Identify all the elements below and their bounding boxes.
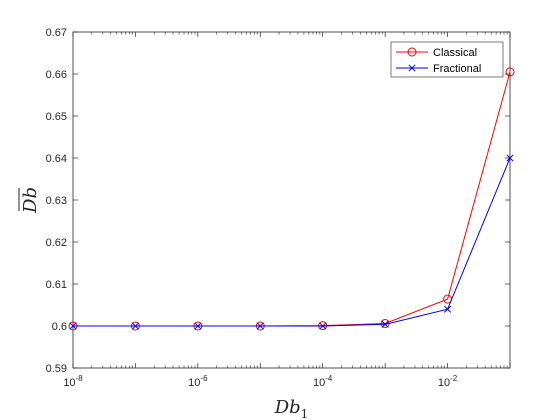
x-tick-base: 10 <box>63 377 75 389</box>
y-tick-label: 0.59 <box>46 363 67 375</box>
data-point <box>131 322 139 330</box>
data-point <box>444 305 452 313</box>
y-tick-label: 0.67 <box>46 27 67 39</box>
x-axis-title-main: Db <box>274 397 301 418</box>
x-axis-title-subscript: 1 <box>301 407 309 420</box>
series-fractional <box>69 154 514 330</box>
y-tick-label: 0.61 <box>46 279 67 291</box>
y-tick-label: 0.62 <box>46 237 67 249</box>
data-point <box>319 322 327 330</box>
y-tick-label: 0.6 <box>52 321 67 333</box>
x-tick-label: 10-8 <box>63 374 83 389</box>
legend-item: Fractional <box>396 63 481 75</box>
x-tick-label: 10-6 <box>188 374 208 389</box>
legend-box <box>390 41 504 78</box>
legend-label: Fractional <box>433 63 481 75</box>
data-point <box>506 154 514 162</box>
y-tick-label: 0.64 <box>46 153 67 165</box>
x-tick-base: 10 <box>188 377 200 389</box>
x-tick-label: 10-4 <box>313 374 333 389</box>
data-point <box>256 322 264 330</box>
legend: Classical Fractional <box>390 41 504 78</box>
data-point <box>381 320 389 328</box>
data-point <box>194 322 202 330</box>
y-axis-title-text: Db <box>20 187 41 214</box>
x-tick-base: 10 <box>313 377 325 389</box>
legend-marker <box>408 64 416 72</box>
y-tick-label: 0.63 <box>46 195 67 207</box>
x-tick-base: 10 <box>438 377 450 389</box>
plot-area <box>73 32 510 368</box>
legend-item: Classical <box>396 47 477 59</box>
x-tick-exponent: -6 <box>200 374 208 383</box>
series-line <box>73 157 511 327</box>
y-tick-label: 0.66 <box>46 69 67 81</box>
data-point <box>69 322 77 330</box>
x-tick-exponent: -4 <box>325 374 333 383</box>
x-axis-title: Db1 <box>274 397 309 420</box>
x-tick-exponent: -8 <box>76 374 84 383</box>
legend-label: Classical <box>433 47 477 59</box>
data-point <box>505 67 515 77</box>
x-tick-label: 10-2 <box>438 374 458 389</box>
x-tick-exponent: -2 <box>450 374 458 383</box>
axes-box <box>72 31 511 369</box>
y-tick-label: 0.65 <box>46 111 67 123</box>
legend-marker <box>407 47 417 57</box>
y-axis-title: Db <box>18 187 41 214</box>
